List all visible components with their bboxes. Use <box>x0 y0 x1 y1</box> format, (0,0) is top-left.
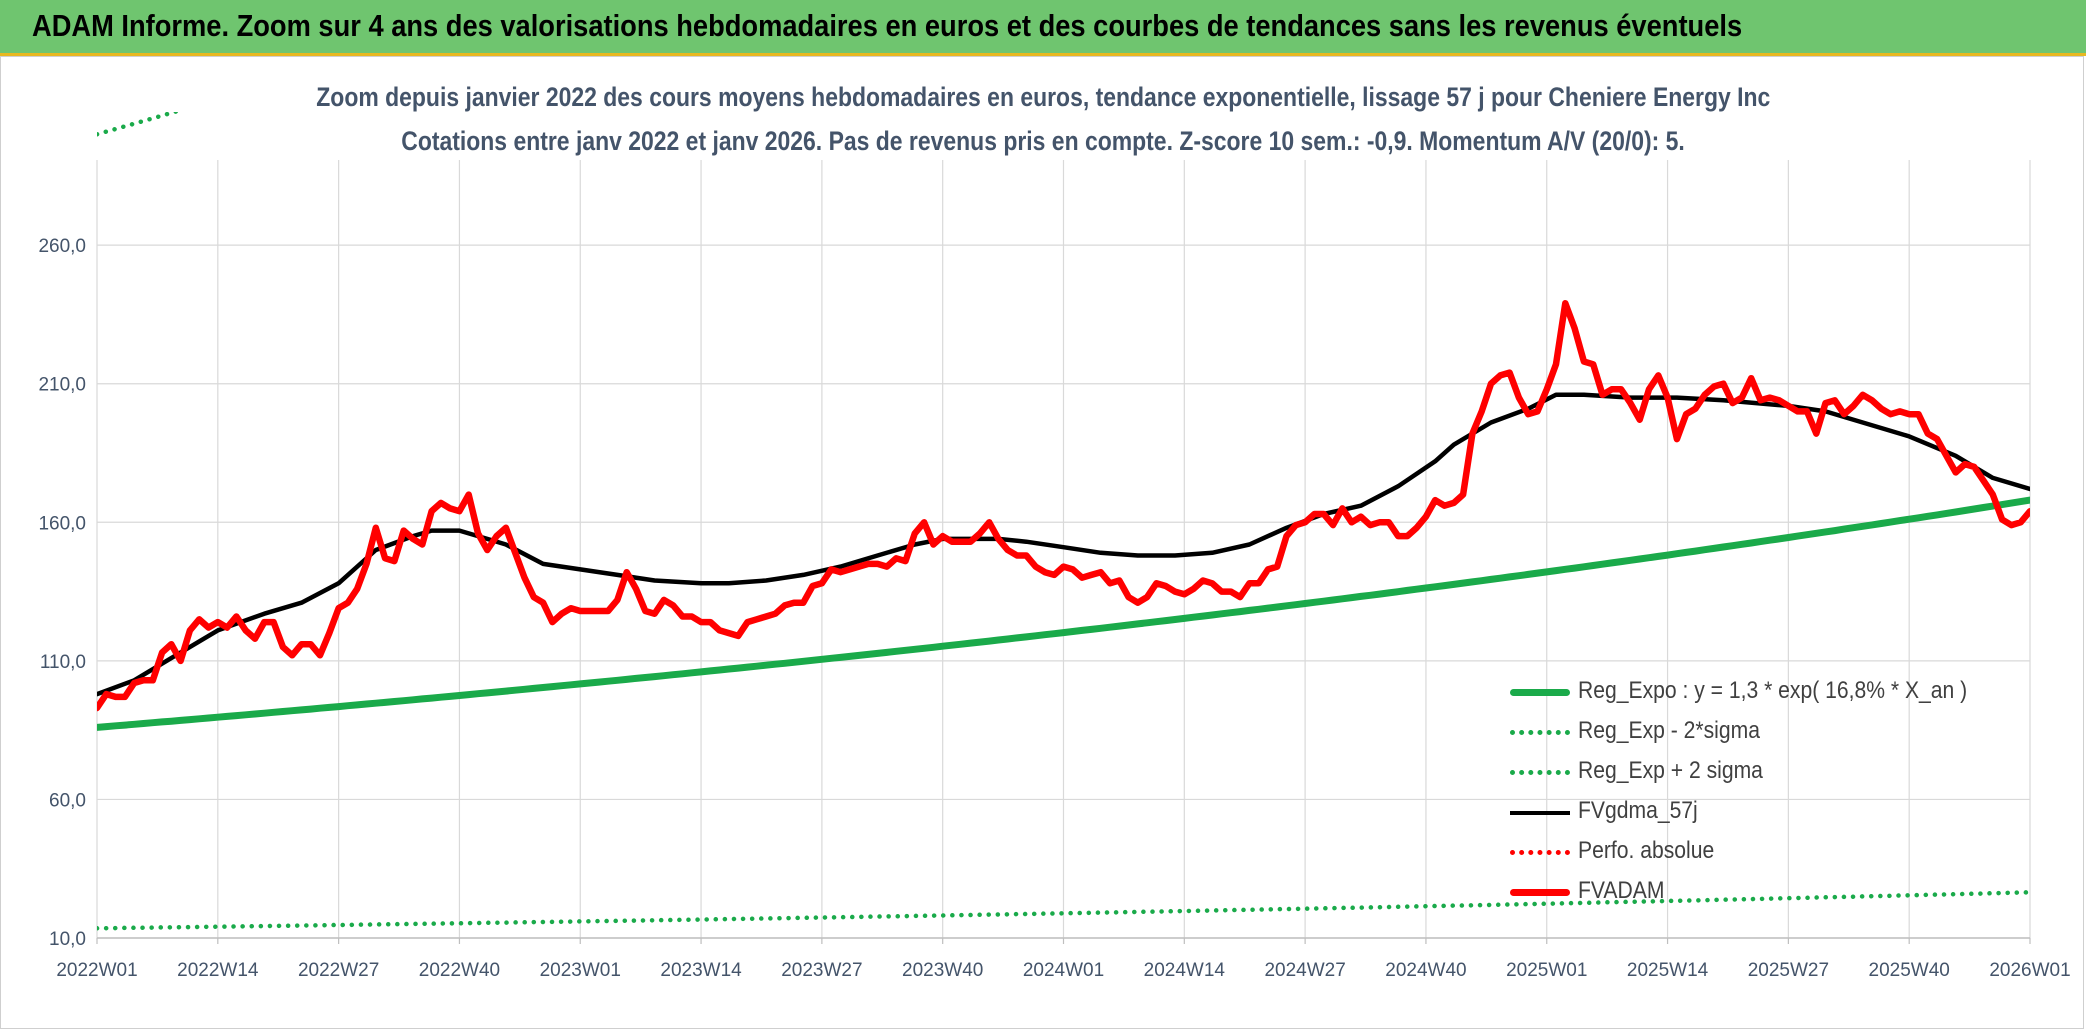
legend-label: Reg_Exp + 2 sigma <box>1578 757 1763 784</box>
legend-swatch <box>1510 730 1570 735</box>
chart-subtitle-text: Cotations entre janv 2022 et janv 2026. … <box>401 126 1685 156</box>
chart-title-text: Zoom depuis janvier 2022 des cours moyen… <box>315 82 1770 112</box>
legend-item: Reg_Exp - 2*sigma <box>1510 712 2050 752</box>
legend: Reg_Expo : y = 1,3 * exp( 16,8% * X_an )… <box>1510 672 2050 912</box>
legend-label: FVADAM <box>1578 877 1665 904</box>
banner-title: ADAM Informe. Zoom sur 4 ans des valoris… <box>32 8 1743 43</box>
legend-item: Reg_Exp + 2 sigma <box>1510 752 2050 792</box>
legend-label: FVgdma_57j <box>1578 797 1698 824</box>
legend-swatch <box>1510 770 1570 775</box>
legend-swatch <box>1510 850 1570 855</box>
legend-swatch <box>1510 689 1570 696</box>
legend-swatch <box>1510 811 1570 815</box>
legend-item: Reg_Expo : y = 1,3 * exp( 16,8% * X_an ) <box>1510 672 2050 712</box>
legend-item: FVgdma_57j <box>1510 792 2050 832</box>
legend-item: FVADAM <box>1510 872 2050 912</box>
legend-item: Perfo. absolue <box>1510 832 2050 872</box>
legend-label: Reg_Expo : y = 1,3 * exp( 16,8% * X_an ) <box>1578 677 1968 704</box>
legend-label: Reg_Exp - 2*sigma <box>1578 717 1760 744</box>
chart-title: Zoom depuis janvier 2022 des cours moyen… <box>0 82 2086 113</box>
chart-subtitle: Cotations entre janv 2022 et janv 2026. … <box>0 126 2086 157</box>
legend-swatch <box>1510 889 1570 896</box>
legend-label: Perfo. absolue <box>1578 837 1715 864</box>
chart-frame <box>0 56 2084 1029</box>
title-banner: ADAM Informe. Zoom sur 4 ans des valoris… <box>0 0 2086 56</box>
